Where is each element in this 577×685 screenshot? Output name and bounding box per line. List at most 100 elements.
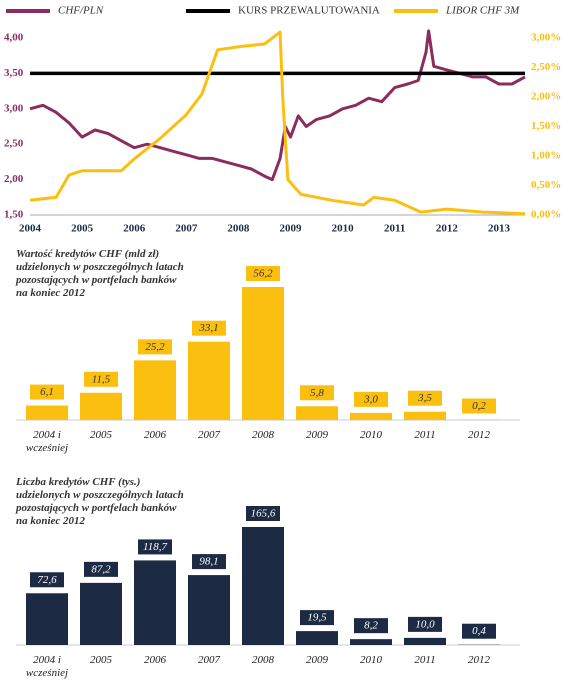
value-label: 72,6 [37, 574, 57, 586]
value-label: 98,1 [199, 556, 218, 568]
bar [26, 405, 68, 420]
value-label-box [246, 266, 280, 281]
y-tick-label: 3,50 [4, 67, 24, 79]
value-label: 0,2 [472, 400, 486, 412]
x-tick-label: 2009 [280, 223, 303, 235]
value-label: 0,4 [472, 625, 486, 637]
bar [80, 392, 122, 420]
bar [134, 560, 176, 645]
x-tick-label: 2006 [144, 654, 166, 666]
value-label-box [354, 391, 388, 407]
chart-title: Liczba kredytów CHF (tys.) udzielonych w… [16, 476, 184, 527]
bar [404, 637, 446, 645]
x-tick-label: 2012 [436, 223, 459, 235]
value-label-box [192, 554, 226, 570]
x-tick-label: 2011 [414, 429, 436, 441]
bar [350, 412, 392, 420]
bar [296, 631, 338, 645]
x-tick-label: 2005 [90, 429, 112, 441]
y-tick-label: 1,50 [4, 209, 24, 221]
value-label: 10,0 [415, 618, 435, 630]
value-label: 6,1 [40, 386, 54, 398]
x-tick-label: 2005 [90, 654, 112, 666]
value-label: 3,0 [363, 393, 378, 405]
y-tick-label: 4,00 [4, 32, 24, 44]
x-tick-label: 2013 [488, 223, 511, 235]
x-tick-label: 2007 [198, 429, 220, 441]
value-label: 87,2 [91, 563, 111, 575]
value-label-box [84, 561, 118, 577]
value-label: 19,5 [307, 612, 327, 624]
value-label: 3,5 [417, 392, 432, 404]
y2-tick-label: 2,50% [531, 61, 561, 73]
y2-tick-label: 1,00% [531, 150, 561, 162]
x-tick-label: 2011 [384, 223, 405, 235]
legend-label: CHF/PLN [58, 5, 104, 17]
chart-title: Wartość kredytów CHF (mld zł) udzielonyc… [16, 248, 184, 299]
y-tick-label: 3,00 [4, 102, 24, 114]
value-label-box [138, 539, 172, 555]
value-label-box [408, 616, 442, 632]
y2-tick-label: 3,00% [531, 32, 561, 44]
x-tick-label: 2004 [19, 223, 42, 235]
bar [404, 411, 446, 420]
y-tick-label: 2,50 [4, 138, 24, 150]
value-label: 33,1 [198, 322, 218, 334]
bar [80, 582, 122, 645]
bar [242, 287, 284, 420]
value-label-box [30, 384, 64, 400]
value-label-box [246, 506, 280, 521]
x-tick-label: 2010 [360, 654, 382, 666]
x-tick-label: 2005 [71, 223, 94, 235]
value-label-box [300, 385, 334, 401]
x-tick-label: 2004 i wcześniej [25, 429, 69, 454]
y2-tick-label: 0,00% [531, 209, 561, 221]
y2-tick-label: 1,50% [531, 120, 561, 132]
value-label: 56,2 [253, 268, 273, 280]
legend-label: LIBOR CHF 3M [445, 5, 520, 17]
value-label-box [30, 572, 64, 588]
x-tick-label: 2012 [468, 654, 490, 666]
x-tick-label: 2012 [468, 429, 490, 441]
value-label: 25,2 [145, 341, 165, 353]
value-label-box [192, 320, 226, 336]
bar [188, 341, 230, 420]
value-label-box [462, 623, 496, 639]
value-label: 5,8 [310, 387, 324, 399]
x-tick-label: 2008 [252, 654, 274, 666]
x-tick-label: 2004 i wcześniej [25, 654, 69, 679]
value-label: 118,7 [143, 541, 167, 553]
value-label: 11,5 [92, 373, 111, 385]
value-label: 8,2 [364, 620, 378, 632]
bar [26, 593, 68, 645]
value-label-box [138, 339, 172, 355]
x-tick-label: 2010 [332, 223, 355, 235]
x-tick-label: 2008 [252, 429, 274, 441]
x-tick-label: 2008 [227, 223, 250, 235]
bar [350, 639, 392, 645]
legend-label: KURS PRZEWALUTOWANIA [238, 5, 380, 17]
x-tick-label: 2007 [198, 654, 220, 666]
y2-tick-label: 2,00% [531, 91, 561, 103]
value-label-box [408, 390, 442, 406]
x-tick-label: 2009 [306, 654, 328, 666]
bar [134, 360, 176, 420]
value-label-box [354, 618, 388, 634]
y2-tick-label: 0,50% [531, 179, 561, 191]
bar [188, 575, 230, 645]
x-tick-label: 2006 [123, 223, 146, 235]
x-tick-label: 2011 [414, 654, 436, 666]
value-label-box [300, 610, 334, 626]
value-label-box [84, 371, 118, 387]
series-line [29, 30, 526, 216]
x-tick-label: 2009 [306, 429, 328, 441]
value-label-box [462, 398, 496, 414]
bar [242, 527, 284, 645]
y-tick-label: 2,00 [4, 173, 24, 185]
series-line [29, 29, 526, 182]
x-tick-label: 2006 [144, 429, 166, 441]
value-label: 165,6 [251, 508, 276, 520]
x-tick-label: 2007 [175, 223, 198, 235]
